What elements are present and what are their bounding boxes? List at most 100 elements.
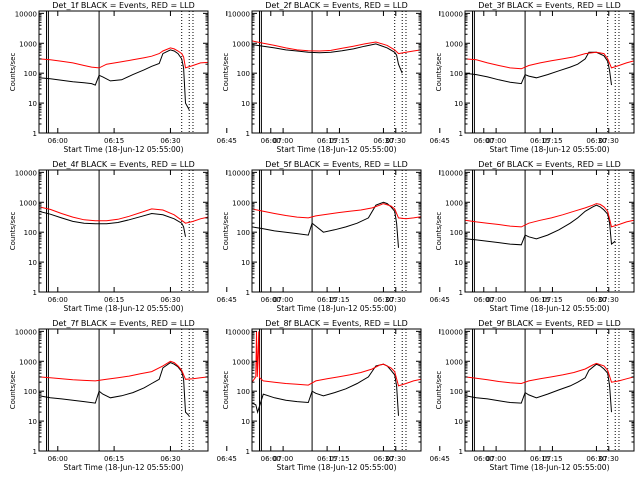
y-tick-label: 10	[454, 259, 463, 267]
y-tick-label: 1	[459, 448, 463, 456]
series-events	[465, 51, 612, 86]
y-tick-label: 10000	[228, 169, 250, 177]
y-tick-label: 1000	[232, 40, 250, 48]
panel-9: Det_9f BLACK = Events, RED = LLD 06:00 06:…	[435, 319, 635, 472]
x-tick-label: 06:15	[317, 296, 337, 304]
y-tick-label: 10	[454, 100, 463, 108]
panel-title: Det_3f BLACK = Events, RED = LLD	[478, 1, 621, 10]
y-axis-label: Counts/sec	[222, 371, 230, 410]
x-tick-label: 06:30	[373, 296, 393, 304]
x-tick-label: 06:30	[373, 455, 393, 463]
y-tick-label: 10000	[15, 328, 37, 336]
series-events	[39, 210, 186, 237]
x-tick-label: 07:30	[599, 296, 619, 304]
y-tick-label: 10000	[228, 328, 250, 336]
x-tick-label: 06:15	[530, 455, 550, 463]
x-tick-label: 07:15	[329, 296, 349, 304]
y-tick-label: 1000	[19, 40, 37, 48]
series-lld	[39, 47, 208, 69]
series-lld	[465, 51, 634, 70]
y-axis-label: Counts/sec	[9, 212, 17, 251]
x-tick-label: 06:00	[261, 296, 281, 304]
x-tick-label: 06:00	[261, 455, 281, 463]
y-tick-label: 10	[454, 418, 463, 426]
series-events	[465, 363, 612, 413]
y-tick-label: 10	[241, 259, 250, 267]
x-tick-label: 06:00	[261, 137, 281, 145]
y-tick-label: 10	[28, 259, 37, 267]
panel-1: Det_1f BLACK = Events, RED = LLD 06:00 06:…	[9, 1, 406, 154]
series-events	[465, 204, 616, 246]
x-tick-label: 07:00	[486, 296, 506, 304]
y-tick-label: 100	[24, 70, 37, 78]
x-tick-label: 06:15	[104, 137, 124, 145]
y-axis-label: Counts/sec	[9, 53, 17, 92]
x-tick-label: 06:30	[586, 137, 606, 145]
series-lld	[252, 203, 421, 220]
y-tick-label: 10000	[441, 328, 463, 336]
y-tick-label: 10	[28, 418, 37, 426]
x-tick-label: 06:45	[217, 137, 237, 145]
y-tick-label: 1000	[445, 40, 463, 48]
y-tick-label: 1	[33, 130, 37, 138]
plot-frame	[38, 328, 209, 452]
x-tick-label: 07:30	[599, 455, 619, 463]
series-events	[39, 362, 190, 417]
y-tick-label: 1000	[445, 199, 463, 207]
x-axis-label: Start Time (18-Jun-12 05:55:00)	[277, 463, 397, 472]
series-lld	[39, 206, 208, 224]
y-tick-label: 100	[24, 229, 37, 237]
y-axis-label: Counts/sec	[9, 371, 17, 410]
panel-title: Det_9f BLACK = Events, RED = LLD	[478, 319, 621, 328]
y-tick-label: 10000	[228, 10, 250, 18]
y-tick-label: 1	[246, 448, 250, 456]
x-tick-label: 06:00	[48, 455, 68, 463]
series-lld	[252, 40, 421, 55]
panel-title: Det_4f BLACK = Events, RED = LLD	[52, 160, 195, 169]
x-tick-label: 06:45	[217, 296, 237, 304]
plot-frame	[251, 169, 422, 293]
x-tick-label: 07:30	[599, 137, 619, 145]
panel-title: Det_6f BLACK = Events, RED = LLD	[478, 160, 621, 169]
panel-7: Det_7f BLACK = Events, RED = LLD 06:00 06:…	[9, 319, 406, 472]
x-tick-label: 06:30	[160, 455, 180, 463]
x-tick-label: 07:15	[329, 137, 349, 145]
series-lld	[39, 360, 208, 382]
plot-frame	[38, 169, 209, 293]
x-tick-label: 07:30	[386, 296, 406, 304]
y-tick-label: 10000	[441, 10, 463, 18]
x-tick-label: 06:45	[217, 455, 237, 463]
plot-frame	[251, 10, 422, 134]
panel-8: Det_8f BLACK = Events, RED = LLD 06:00 06:…	[222, 319, 619, 472]
y-tick-label: 1000	[19, 199, 37, 207]
y-tick-label: 1	[459, 289, 463, 297]
x-tick-label: 06:30	[586, 455, 606, 463]
x-tick-label: 07:00	[273, 137, 293, 145]
x-tick-label: 06:15	[530, 137, 550, 145]
y-tick-label: 100	[450, 229, 463, 237]
plot-frame	[38, 10, 209, 134]
x-tick-label: 06:45	[430, 455, 450, 463]
x-tick-label: 06:30	[160, 137, 180, 145]
y-tick-label: 1000	[232, 199, 250, 207]
y-tick-label: 10	[241, 100, 250, 108]
y-tick-label: 10	[28, 100, 37, 108]
y-axis-label: Counts/sec	[222, 53, 230, 92]
x-axis-label: Start Time (18-Jun-12 05:55:00)	[64, 304, 184, 313]
plot-frame	[464, 169, 635, 293]
y-tick-label: 100	[237, 229, 250, 237]
series-lld	[465, 203, 634, 228]
x-tick-label: 06:00	[474, 137, 494, 145]
x-tick-label: 06:15	[104, 296, 124, 304]
y-tick-label: 1	[246, 289, 250, 297]
series-events	[252, 363, 399, 416]
panel-title: Det_2f BLACK = Events, RED = LLD	[265, 1, 408, 10]
x-axis-label: Start Time (18-Jun-12 05:55:00)	[277, 304, 397, 313]
x-tick-label: 07:00	[273, 296, 293, 304]
x-tick-label: 06:45	[430, 137, 450, 145]
y-tick-label: 100	[24, 388, 37, 396]
x-tick-label: 06:15	[530, 296, 550, 304]
x-tick-label: 07:00	[486, 455, 506, 463]
x-axis-label: Start Time (18-Jun-12 05:55:00)	[277, 145, 397, 154]
